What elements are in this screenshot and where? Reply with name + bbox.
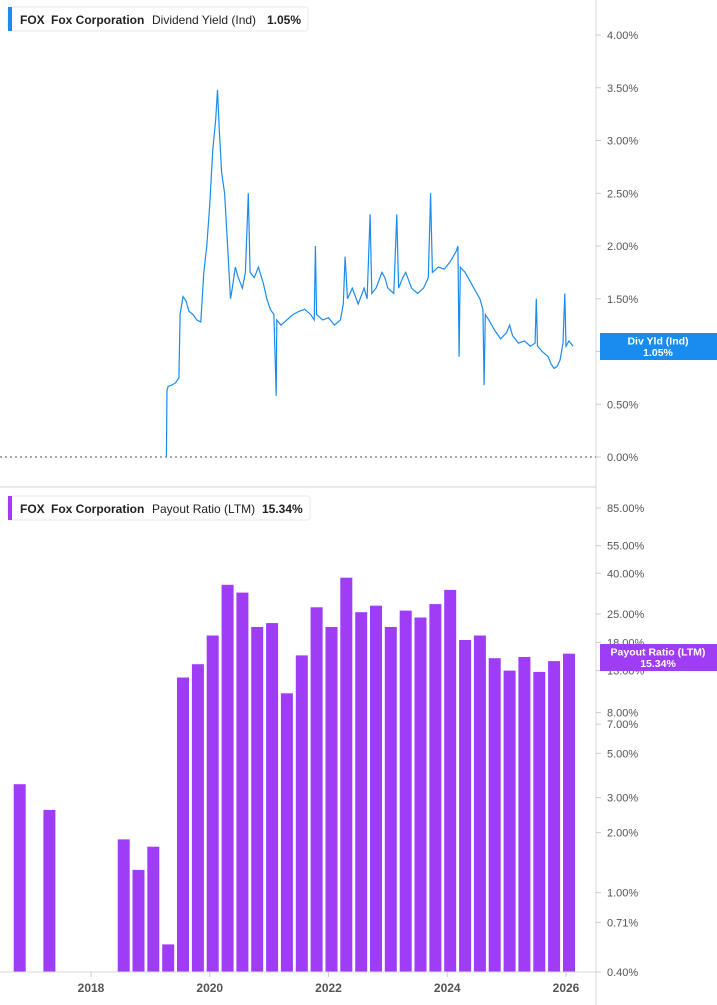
payout-bar: [43, 809, 56, 972]
payout-bar: [548, 661, 561, 972]
y-tick-label: 3.00%: [607, 136, 638, 148]
dividend-yield-line: [165, 89, 574, 458]
dividend-yield-y-axis: 4.00%3.50%3.00%2.50%2.00%1.50%1.00%0.50%…: [596, 30, 638, 464]
y-tick-label: 3.50%: [607, 83, 638, 95]
payout-bar: [162, 944, 175, 972]
y-tick-label: 40.00%: [607, 568, 645, 580]
dividend-yield-legend: FOX Fox Corporation Dividend Yield (Ind)…: [7, 6, 309, 32]
legend-company: Fox Corporation: [51, 13, 144, 27]
payout-bar: [488, 658, 501, 972]
y-tick-label: 0.00%: [607, 452, 638, 464]
legend-value: 15.34%: [262, 502, 303, 516]
y-tick-label: 7.00%: [607, 719, 638, 731]
payout-bar: [563, 653, 575, 972]
y-tick-label: 55.00%: [607, 541, 645, 553]
legend-company: Fox Corporation: [51, 502, 144, 516]
x-tick-label: 2020: [196, 981, 223, 995]
legend-color-swatch: [8, 496, 12, 520]
payout-bar: [132, 869, 145, 972]
payout-ratio-badge: Payout Ratio (LTM) 15.34%: [600, 644, 717, 671]
payout-bar: [13, 784, 26, 972]
payout-ratio-panel: FOX Fox Corporation Payout Ratio (LTM) 1…: [7, 495, 717, 979]
x-tick-label: 2018: [78, 981, 105, 995]
payout-bar: [280, 693, 293, 972]
y-tick-label: 5.00%: [607, 748, 638, 760]
payout-bar: [518, 657, 531, 972]
payout-bar: [533, 671, 546, 972]
legend-metric: Dividend Yield (Ind): [152, 13, 256, 27]
payout-bar: [177, 677, 189, 972]
y-tick-label: 0.40%: [607, 967, 638, 979]
legend-color-swatch: [8, 7, 12, 31]
y-tick-label: 85.00%: [607, 503, 645, 515]
payout-bar: [384, 627, 397, 972]
badge-value: 15.34%: [640, 658, 676, 670]
payout-bar: [117, 839, 130, 972]
payout-bar: [473, 635, 486, 972]
payout-bar: [236, 592, 249, 972]
badge-label: Div Yld (Ind): [627, 336, 688, 348]
payout-bar: [206, 635, 219, 972]
payout-bar: [459, 640, 472, 972]
y-tick-label: 2.00%: [607, 828, 638, 840]
badge-value: 1.05%: [643, 347, 673, 359]
y-tick-label: 2.00%: [607, 241, 638, 253]
y-tick-label: 1.00%: [607, 888, 638, 900]
y-tick-label: 4.00%: [607, 30, 638, 42]
payout-ratio-legend: FOX Fox Corporation Payout Ratio (LTM) 1…: [7, 495, 311, 521]
x-axis: 2018 2020 2022 2024 2026: [0, 971, 596, 995]
payout-bar: [355, 612, 368, 972]
y-tick-label: 0.71%: [607, 917, 638, 929]
payout-ratio-y-axis: 85.00%55.00%40.00%25.00%18.00%13.00%8.00…: [596, 503, 645, 979]
payout-bar: [325, 627, 338, 972]
dividend-yield-panel: FOX Fox Corporation Dividend Yield (Ind)…: [0, 6, 717, 464]
y-tick-label: 0.50%: [607, 399, 638, 411]
badge-background: [600, 644, 717, 671]
y-tick-label: 2.50%: [607, 188, 638, 200]
y-tick-label: 1.50%: [607, 294, 638, 306]
payout-bar: [340, 577, 353, 972]
x-tick-label: 2026: [553, 981, 580, 995]
badge-label: Payout Ratio (LTM): [611, 647, 706, 659]
y-tick-label: 3.00%: [607, 793, 638, 805]
payout-bar: [503, 670, 516, 972]
payout-bar: [414, 617, 427, 972]
payout-bar: [370, 605, 382, 972]
payout-bar: [399, 610, 412, 972]
payout-bar: [147, 846, 160, 972]
payout-bar: [251, 627, 264, 972]
dividend-yield-badge: Div Yld (Ind) 1.05%: [600, 333, 717, 360]
x-tick-label: 2024: [434, 981, 461, 995]
y-tick-label: 8.00%: [607, 708, 638, 720]
payout-bar: [191, 664, 204, 972]
y-tick-label: 25.00%: [607, 609, 645, 621]
x-tick-label: 2022: [315, 981, 342, 995]
legend-ticker: FOX: [20, 502, 45, 516]
payout-bar: [221, 584, 234, 972]
payout-bar: [266, 623, 279, 972]
badge-background: [600, 333, 717, 360]
payout-bar: [429, 604, 442, 972]
payout-bar: [295, 655, 308, 972]
payout-bar: [444, 589, 457, 972]
payout-ratio-bars: [13, 577, 575, 972]
payout-bar: [310, 607, 323, 972]
legend-value: 1.05%: [267, 13, 301, 27]
legend-ticker: FOX: [20, 13, 45, 27]
legend-metric: Payout Ratio (LTM): [152, 502, 255, 516]
